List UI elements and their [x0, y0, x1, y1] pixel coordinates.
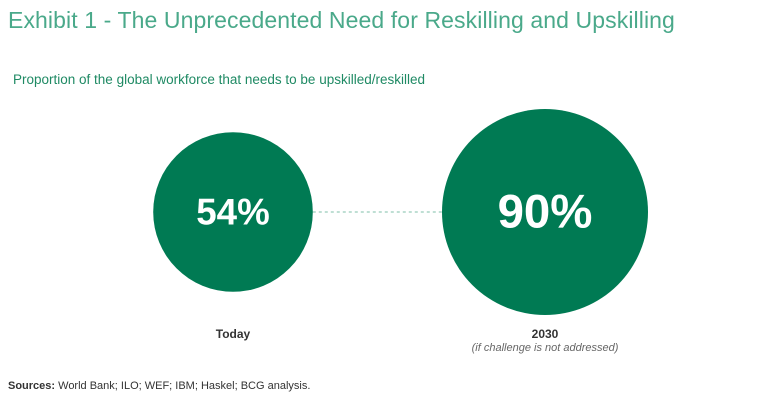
- category-label-today: Today: [215, 327, 251, 341]
- chart-subtitle: Proportion of the global workforce that …: [13, 72, 425, 87]
- bubble-value-2030: 90%: [498, 186, 593, 239]
- bubble-value-today: 54%: [196, 192, 269, 233]
- sources-label: Sources:: [8, 380, 56, 392]
- chart-title: Exhibit 1 - The Unprecedented Need for R…: [8, 7, 675, 33]
- sources-text: World Bank; ILO; WEF; IBM; Haskel; BCG a…: [55, 380, 311, 392]
- bubble-today: [153, 132, 313, 292]
- sources-note: Sources: World Bank; ILO; WEF; IBM; Hask…: [8, 380, 310, 392]
- category-label-2030: 2030: [531, 327, 559, 341]
- bubble-2030: [442, 109, 648, 315]
- category-note-2030: (if challenge is not addressed): [471, 342, 619, 354]
